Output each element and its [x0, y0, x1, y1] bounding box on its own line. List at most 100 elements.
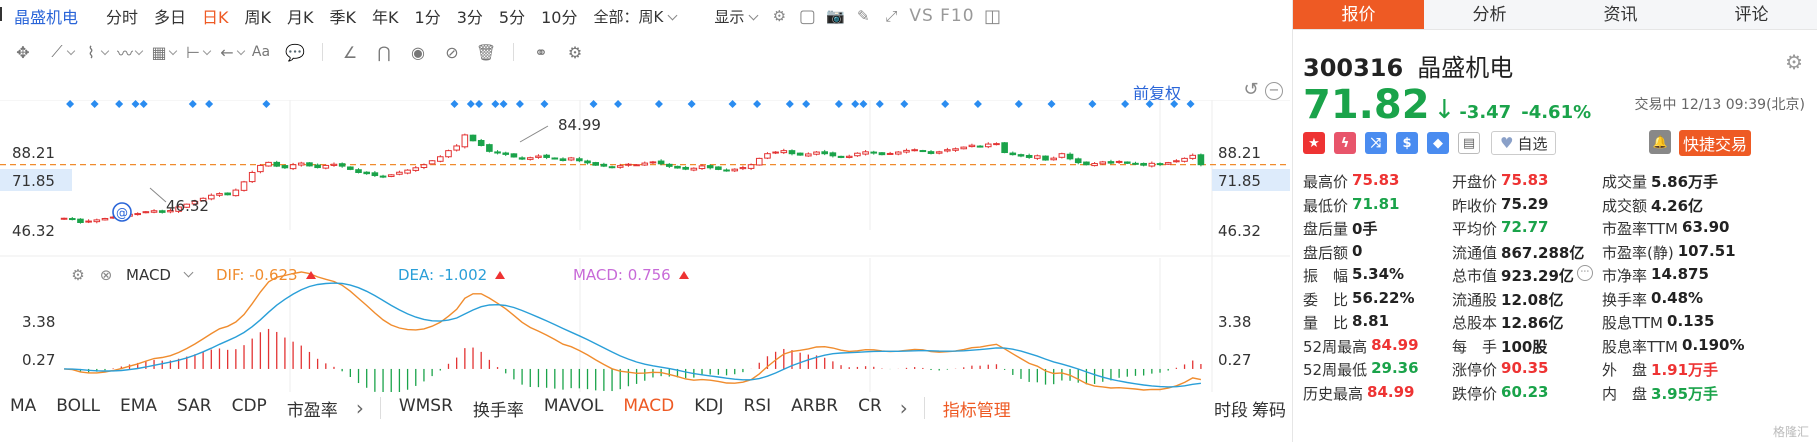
- price-change-pct: -4.61%: [1521, 102, 1592, 123]
- indicator-settings-icon[interactable]: ⚙: [71, 266, 85, 284]
- period-tab[interactable]: 多日: [154, 8, 187, 27]
- main-indicators-next-icon[interactable]: ›: [355, 396, 364, 420]
- indicator-tab[interactable]: 市盈率: [286, 400, 338, 421]
- candle: [453, 144, 460, 152]
- comment-icon[interactable]: 💬: [285, 42, 305, 62]
- indicator-close-icon[interactable]: ⊗: [99, 266, 113, 284]
- current-price-tag-left: [0, 169, 72, 191]
- stats-row: 量 比 8.81 总股本 12.86亿 股息TTM 0.135: [1303, 311, 1817, 335]
- eye-icon[interactable]: ◉: [411, 42, 425, 62]
- text-tool-icon[interactable]: Aa: [251, 44, 271, 60]
- wave-tool-icon[interactable]: 〰: [108, 38, 142, 66]
- polyline-tool-icon[interactable]: ⌇: [74, 38, 108, 66]
- period-tab[interactable]: 季K: [329, 8, 357, 27]
- flash-icon[interactable]: ϟ: [1334, 132, 1356, 154]
- macd-lower-label-right: 0.27: [1218, 351, 1251, 369]
- candle: [379, 174, 387, 179]
- sidebar-toggle-icon[interactable]: ◫: [984, 5, 1002, 27]
- indicator-tab[interactable]: CR: [858, 395, 882, 416]
- period-tab[interactable]: 年K: [372, 8, 399, 27]
- indicator-tab[interactable]: CDP: [231, 395, 267, 416]
- more-icon[interactable]: ⋯: [1576, 265, 1593, 282]
- period-tab[interactable]: 5分: [498, 8, 526, 27]
- fib-tool-icon[interactable]: ▦: [142, 38, 176, 66]
- candle: [1058, 152, 1066, 159]
- stat-label: 总市值: [1452, 267, 1498, 286]
- china-flag-icon[interactable]: ★: [1303, 132, 1325, 154]
- tag-icon[interactable]: ◆: [1427, 132, 1449, 154]
- quote-tab[interactable]: 资讯: [1603, 5, 1638, 25]
- indicator-tab[interactable]: MA: [10, 395, 37, 416]
- indicator-tab[interactable]: EMA: [119, 395, 158, 416]
- quote-tab[interactable]: 分析: [1472, 5, 1507, 25]
- magnet-icon[interactable]: ⋂: [377, 42, 391, 62]
- zoom-out-icon[interactable]: −: [1265, 82, 1283, 100]
- stock-name-link[interactable]: 晶盛机电: [0, 4, 98, 28]
- candle-body: [821, 151, 828, 155]
- indicator-tab[interactable]: ARBR: [791, 395, 839, 416]
- candle-body: [1107, 161, 1115, 164]
- mode-time-tab[interactable]: 时段: [1214, 400, 1248, 421]
- candle: [199, 197, 207, 202]
- mode-chip-tab[interactable]: 筹码: [1252, 400, 1286, 421]
- indicator-tab[interactable]: MACD: [623, 395, 675, 416]
- indicator-manage-button[interactable]: 指标管理: [942, 400, 1011, 421]
- settings-gear-icon[interactable]: ⚙: [772, 7, 787, 25]
- quote-tab[interactable]: 报价: [1293, 0, 1424, 29]
- period-tab[interactable]: 3分: [456, 8, 483, 27]
- period-tab[interactable]: 10分: [541, 8, 578, 27]
- stat-value: 8.81: [1352, 312, 1390, 331]
- add-watchlist-button[interactable]: ♥ 自选: [1491, 131, 1557, 155]
- kline-chart[interactable]: 88.21 71.85 46.32 88.21 71.85 46.32 84.9…: [0, 100, 1290, 392]
- period-tab[interactable]: 1分: [414, 8, 441, 27]
- restore-rights-link[interactable]: 前复权: [1133, 84, 1182, 103]
- scope-select[interactable]: 全部：周K: [585, 6, 684, 27]
- display-select[interactable]: 显示: [706, 6, 765, 27]
- vs-f10-button[interactable]: VS F10: [909, 6, 975, 26]
- indicator-tab[interactable]: KDJ: [694, 395, 724, 416]
- period-tab[interactable]: 日K: [202, 8, 229, 27]
- square-frame-icon[interactable]: ▢: [798, 5, 816, 27]
- signal-diamond: [475, 100, 484, 108]
- pencil-icon[interactable]: ✎: [857, 7, 870, 25]
- macd-axis: 3.38 0.27 3.38 0.27: [22, 313, 1251, 369]
- indicator-tab[interactable]: WMSR: [398, 395, 453, 416]
- indicator-tab[interactable]: SAR: [177, 395, 212, 416]
- indicator-tab[interactable]: RSI: [743, 395, 772, 416]
- candle-body: [829, 152, 837, 157]
- indicator-tab[interactable]: 换手率: [472, 400, 524, 421]
- macd-select[interactable]: MACD: [126, 266, 194, 284]
- angle-icon[interactable]: ∠: [342, 42, 358, 62]
- line-tool-icon[interactable]: ⟋: [40, 38, 74, 66]
- period-tab[interactable]: 周K: [244, 8, 272, 27]
- note-icon[interactable]: ▤: [1458, 132, 1480, 154]
- quote-settings-icon[interactable]: ⚙: [1785, 50, 1803, 74]
- candle: [338, 162, 346, 168]
- bell-icon[interactable]: 🔔: [1649, 130, 1671, 154]
- undo-icon[interactable]: ↺: [1243, 79, 1259, 100]
- period-tab[interactable]: 月K: [287, 8, 314, 27]
- fullscreen-icon[interactable]: ⤢: [885, 7, 898, 25]
- arrow-left-icon[interactable]: ←: [210, 38, 244, 66]
- dollar-icon[interactable]: $: [1396, 132, 1418, 154]
- quick-trade-button[interactable]: 快捷交易: [1679, 130, 1751, 156]
- dif-value: DIF: -0.623: [216, 266, 398, 284]
- camera-icon[interactable]: 📷: [825, 7, 845, 25]
- macd-upper-label-right: 3.38: [1218, 313, 1251, 331]
- shuffle-icon[interactable]: ⤨: [1365, 132, 1387, 154]
- sub-indicators-next-icon[interactable]: ›: [899, 396, 908, 420]
- trash-icon[interactable]: 🗑: [475, 42, 497, 62]
- stats-row: 历史最高 84.99 跌停价 60.23 内 盘 3.95万手: [1303, 382, 1817, 406]
- link-icon[interactable]: ⚭: [534, 42, 548, 62]
- candle: [755, 157, 763, 166]
- hide-icon[interactable]: ⊘: [445, 42, 459, 62]
- indicator-tab[interactable]: MAVOL: [543, 395, 604, 416]
- candle: [911, 148, 918, 152]
- candle-body: [911, 149, 918, 152]
- indicator-tab[interactable]: BOLL: [56, 395, 100, 416]
- period-tab[interactable]: 分时: [106, 8, 139, 27]
- toolbar-settings-icon[interactable]: ⚙: [567, 42, 583, 62]
- measure-tool-icon[interactable]: ⊢: [176, 38, 210, 66]
- quote-tab[interactable]: 评论: [1734, 5, 1769, 25]
- move-icon[interactable]: ✥: [16, 42, 30, 62]
